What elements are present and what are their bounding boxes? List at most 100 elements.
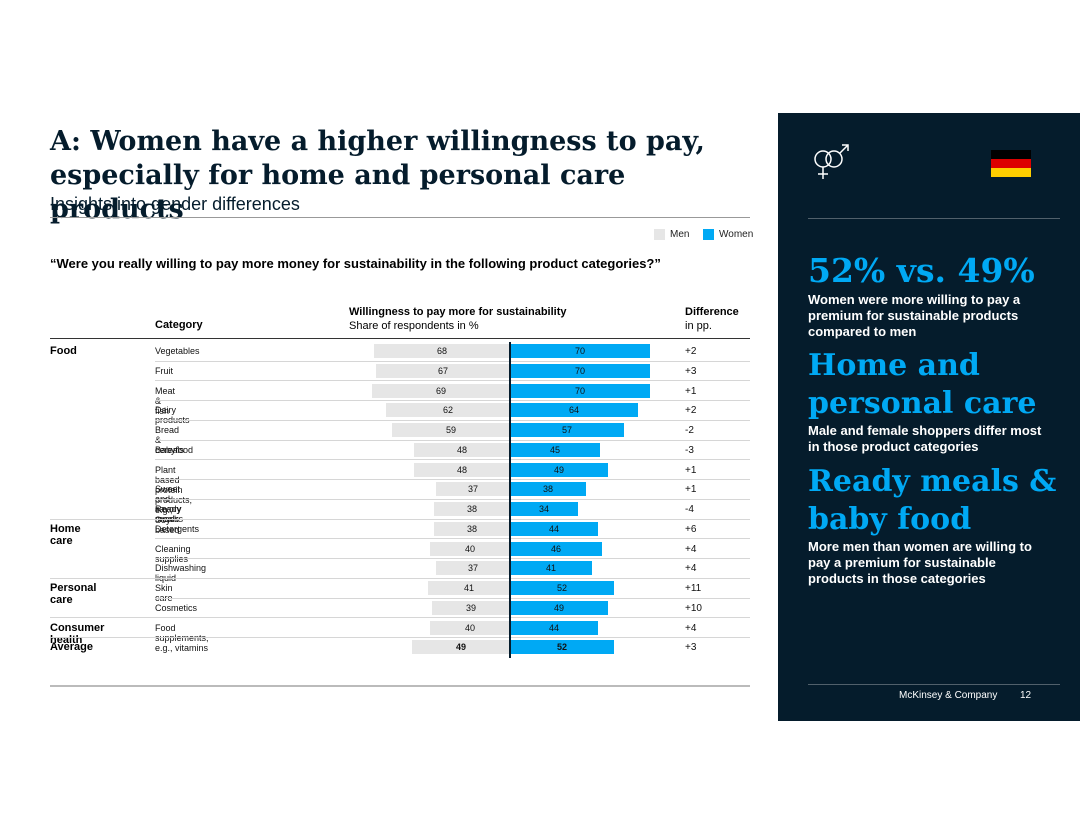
difference-value: +4 — [685, 563, 697, 575]
men-value: 48 — [456, 444, 467, 455]
women-bar — [510, 344, 650, 358]
women-value: 34 — [538, 504, 549, 514]
men-value: 67 — [437, 365, 448, 376]
home-personal-care-text: Male and female shoppers differ most in … — [808, 423, 1042, 454]
women-value: 49 — [553, 602, 564, 613]
flag-stripe-gold — [991, 168, 1031, 177]
difference-value: +2 — [685, 346, 697, 357]
bottom-divider — [50, 685, 750, 687]
men-bar — [414, 442, 510, 457]
difference-value: -3 — [685, 444, 694, 456]
men-value: 37 — [467, 484, 478, 495]
women-bar — [510, 383, 650, 398]
men-value: 41 — [463, 583, 474, 593]
page-number: 12 — [1020, 690, 1032, 701]
women-bar — [510, 462, 608, 477]
men-bar — [436, 482, 510, 497]
wtp-header: Willingness to pay more for sustainabili… — [349, 305, 567, 333]
men-bar — [434, 521, 510, 536]
difference-header-title: Difference — [685, 306, 739, 318]
row-separator — [155, 419, 750, 421]
company-name: McKinsey & Company — [899, 690, 998, 701]
page-subtitle: Insights into gender differences — [50, 194, 300, 214]
category-label: Detergents — [155, 523, 200, 534]
row-separator — [155, 597, 750, 599]
stat-headline: 52% vs. 49% — [808, 251, 1035, 290]
men-value: 48 — [456, 464, 467, 475]
men-bar — [376, 363, 510, 378]
women-value: 44 — [548, 622, 559, 633]
difference-value: +3 — [685, 365, 697, 377]
chart-axis — [509, 342, 511, 658]
row-separator — [50, 637, 750, 638]
group-label: Food — [50, 345, 77, 357]
women-value: 49 — [553, 464, 564, 475]
men-value: 37 — [467, 563, 478, 574]
women-bar — [510, 640, 614, 655]
women-value: 70 — [574, 346, 585, 356]
category-header: Category — [155, 319, 203, 331]
men-bar — [372, 383, 510, 398]
women-bar — [510, 600, 608, 615]
men-bar — [430, 620, 510, 635]
ready-meals-text: More men than women are willing to pay a… — [808, 539, 1032, 586]
legend-men-swatch — [654, 229, 665, 240]
row-separator — [155, 459, 750, 461]
men-bar — [434, 502, 510, 516]
men-value: 39 — [465, 602, 476, 613]
difference-value: +2 — [685, 405, 697, 417]
men-value: 38 — [466, 523, 477, 534]
women-value: 52 — [556, 583, 567, 593]
men-value: 49 — [455, 642, 466, 653]
header-divider — [50, 338, 750, 339]
difference-header: Difference in pp. — [685, 305, 739, 333]
difference-value: +6 — [685, 523, 697, 535]
difference-value: +1 — [685, 484, 697, 496]
women-bar — [510, 521, 598, 536]
row-separator — [50, 518, 750, 520]
difference-value: +4 — [685, 622, 697, 634]
legend-women-label: Women — [719, 229, 754, 240]
men-value: 40 — [464, 543, 475, 554]
women-bar — [510, 581, 614, 595]
men-bar — [432, 600, 510, 615]
legend-women: Women — [703, 229, 753, 240]
row-separator — [155, 558, 750, 559]
men-bar — [386, 403, 510, 418]
group-label: Consumer health — [50, 621, 105, 646]
group-label: Home care — [50, 522, 81, 547]
group-label: Personal care — [50, 582, 97, 606]
category-label: Fruit — [155, 365, 173, 376]
men-value: 38 — [466, 504, 477, 514]
home-personal-care-headline: Home and personal care — [808, 348, 1037, 421]
page-title: A: Women have a higher willingness to pa… — [50, 126, 705, 225]
women-bar — [510, 442, 600, 457]
men-value: 62 — [442, 405, 453, 416]
men-bar — [436, 561, 510, 576]
women-bar — [510, 403, 638, 418]
men-value: 69 — [435, 385, 446, 396]
germany-flag — [991, 150, 1031, 177]
panel-divider-top — [808, 218, 1060, 219]
legend-men: Men — [654, 229, 689, 240]
men-bar — [392, 423, 510, 437]
wtp-header-title: Willingness to pay more for sustainabili… — [349, 306, 567, 318]
row-separator — [155, 439, 750, 441]
flag-stripe-red — [991, 159, 1031, 168]
women-bar — [510, 502, 578, 516]
category-label: Ready meals — [155, 504, 182, 524]
stat-text: Women were more willing to pay a premium… — [808, 292, 1021, 339]
women-bar — [510, 561, 592, 576]
category-label: Cosmetics — [155, 602, 198, 613]
row-separator — [50, 617, 750, 619]
survey-question: “Were you really willing to pay more mon… — [50, 256, 661, 271]
legend-men-label: Men — [670, 229, 690, 240]
difference-value: +11 — [685, 583, 702, 594]
category-label: Vegetables — [155, 346, 200, 356]
panel-divider-bottom — [808, 684, 1060, 685]
category-label: Dairy products — [155, 405, 190, 425]
women-value: 70 — [574, 365, 585, 376]
insights-panel: 52% vs. 49% Women were more willing to p… — [778, 113, 1080, 721]
men-bar — [374, 344, 510, 358]
difference-value: +1 — [685, 464, 697, 476]
